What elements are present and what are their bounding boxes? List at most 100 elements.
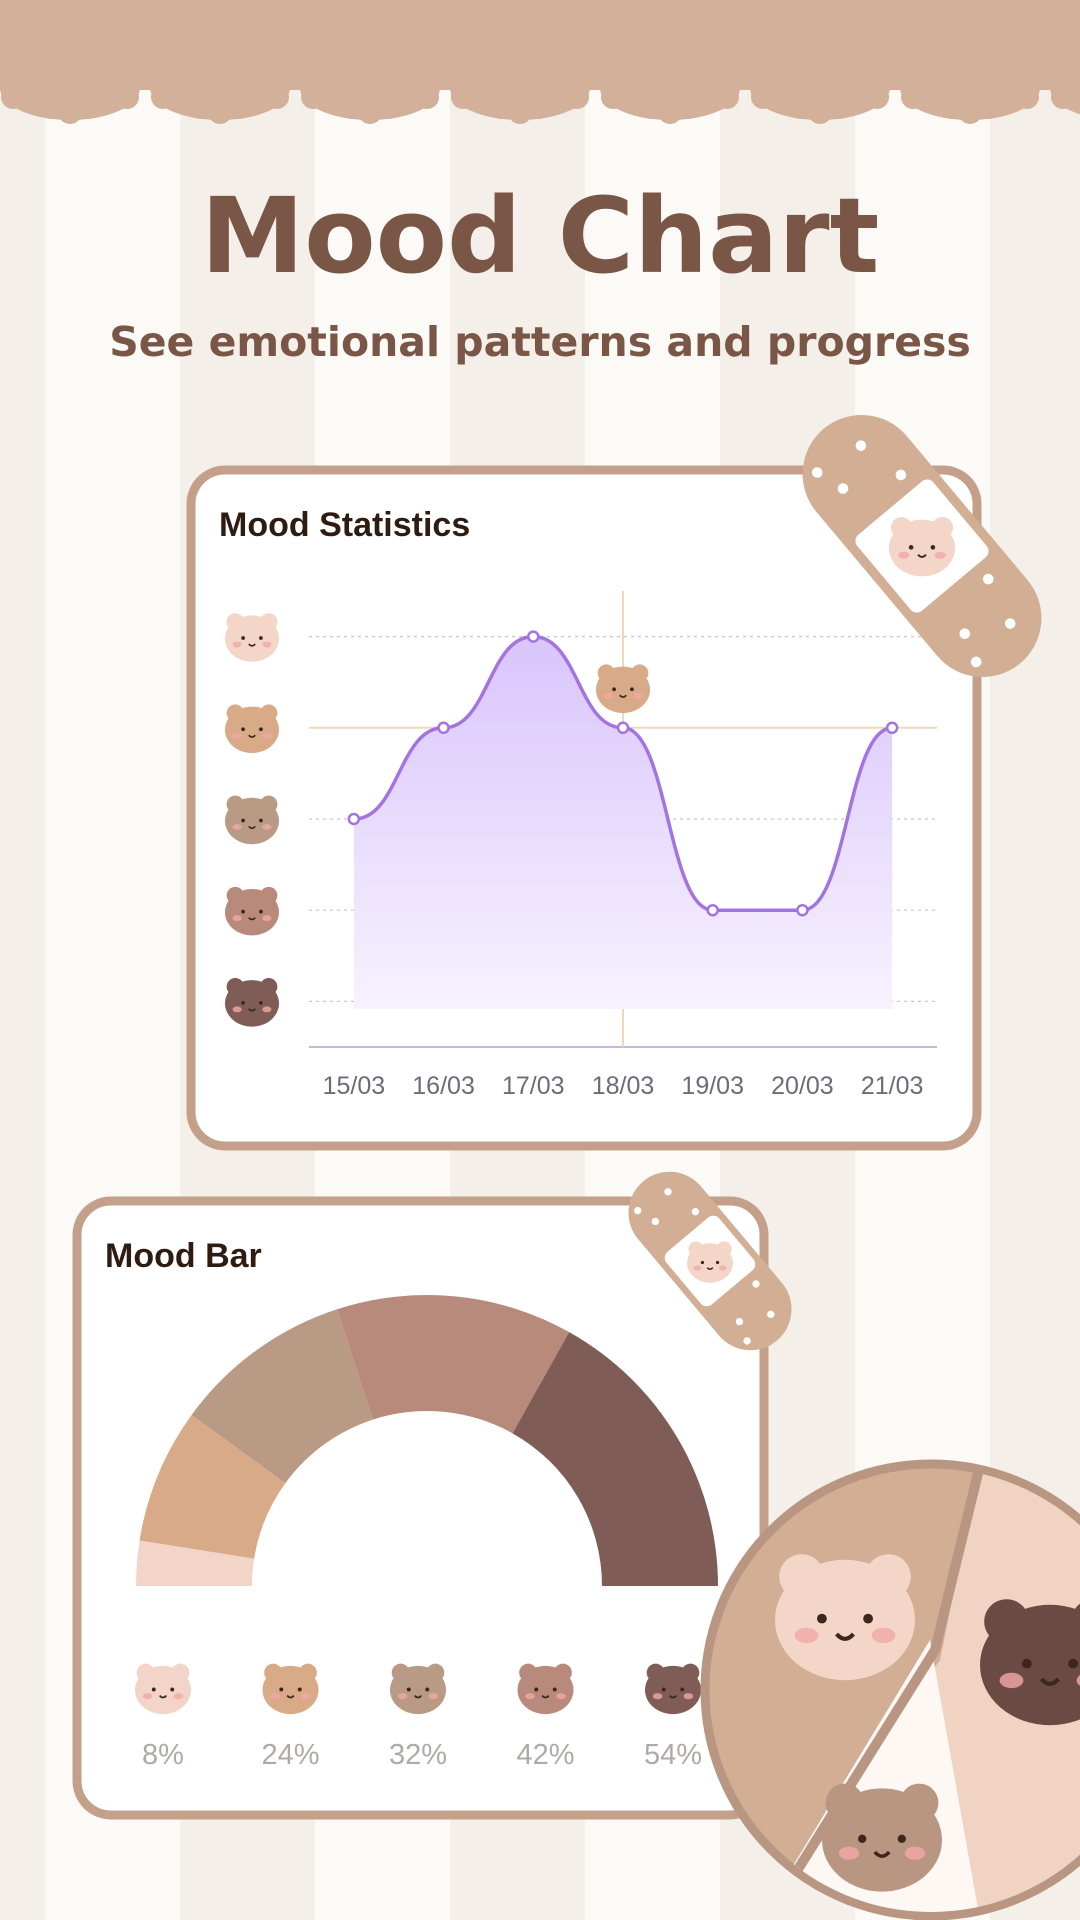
x-tick-label: 20/03 — [771, 1072, 834, 1100]
scalloped-banner — [0, 0, 1080, 124]
scallop-bump — [246, 90, 270, 114]
scallop-bump — [301, 85, 325, 109]
bandage-dot — [735, 1317, 744, 1326]
scallop-bump — [639, 95, 663, 119]
bandage-dot — [1004, 618, 1016, 629]
bear-eye — [259, 1000, 263, 1005]
bear-eye — [241, 1000, 245, 1005]
percent-label: 8% — [142, 1739, 184, 1771]
bear-icon — [687, 1241, 733, 1283]
bandage-dot — [959, 628, 971, 640]
percent-label: 54% — [644, 1739, 702, 1771]
bear-blush — [262, 732, 272, 739]
scallop-bump — [227, 95, 251, 119]
bear-mouth — [541, 1695, 550, 1699]
scallop-bump — [1070, 90, 1080, 114]
decoration-divider — [755, 1468, 985, 1912]
scallop-bump — [865, 85, 889, 109]
bandage-decoration — [802, 414, 1042, 678]
data-point — [347, 812, 361, 826]
bear-mouth — [706, 1267, 714, 1270]
bear-eye — [897, 1834, 906, 1844]
bear-eye — [863, 1613, 873, 1624]
bear-blush — [232, 732, 242, 739]
page-subtitle: See emotional patterns and progress — [109, 318, 971, 366]
bear-icon — [225, 886, 279, 936]
segment — [139, 1414, 286, 1559]
bear-head — [517, 1665, 574, 1715]
scallop-bump — [658, 100, 682, 124]
bandage-dot — [767, 1310, 775, 1319]
bear-mouth — [917, 553, 927, 558]
bear-eye — [700, 1260, 705, 1265]
bear-mouth — [835, 1632, 855, 1641]
data-point — [706, 903, 719, 917]
scallop-bump — [827, 95, 851, 119]
segment — [512, 1332, 718, 1586]
bear-blush — [693, 1265, 702, 1271]
bear-head — [645, 1665, 701, 1715]
scallop-bump — [208, 100, 232, 124]
bear-eye — [259, 636, 263, 640]
data-point — [527, 630, 540, 643]
bear-head — [225, 615, 279, 662]
percent-label: 24% — [261, 1739, 319, 1771]
scallop-bump — [151, 85, 175, 109]
scallop-bump — [751, 85, 775, 109]
bear-eye — [241, 818, 245, 823]
scallop-bump — [358, 100, 382, 124]
scallop-bump — [546, 90, 570, 114]
bear-blush — [838, 1846, 860, 1860]
x-tick-label: 17/03 — [502, 1072, 565, 1100]
bear-eye — [241, 636, 245, 640]
data-point — [616, 721, 630, 735]
bear-head — [596, 666, 650, 714]
bandage-dot — [982, 573, 994, 585]
data-point — [885, 721, 899, 735]
scallop-bump — [920, 90, 944, 114]
segment — [191, 1309, 373, 1484]
scallop-bump — [601, 85, 625, 109]
scallop-bump — [470, 90, 494, 114]
bear-blush — [718, 1265, 727, 1271]
scallop-bump — [339, 95, 363, 119]
scallop-bump — [170, 90, 194, 114]
scallop-bump — [415, 85, 439, 109]
bandage-dot — [634, 1206, 642, 1215]
bear-blush — [934, 551, 946, 559]
bear-blush — [270, 1693, 280, 1700]
bear-blush — [262, 823, 272, 830]
x-tick-label: 15/03 — [323, 1072, 386, 1100]
bear-eye — [241, 727, 245, 732]
bandage-dot — [664, 1188, 672, 1196]
bear-eye — [241, 909, 245, 914]
bear-eye — [630, 687, 634, 692]
bear-icon — [888, 516, 956, 577]
bear-eye — [297, 1687, 302, 1692]
scallop-bump — [1051, 85, 1075, 109]
segment — [337, 1295, 570, 1434]
bear-blush — [871, 1627, 896, 1644]
bear-blush — [232, 823, 242, 830]
scallop-bump — [39, 95, 63, 119]
bear-mouth — [619, 694, 627, 698]
bandage-dot — [837, 483, 849, 494]
bear-blush — [525, 1693, 535, 1700]
bear-blush — [232, 641, 242, 648]
bear-eye — [425, 1687, 430, 1692]
bear-blush — [397, 1693, 408, 1700]
bear-mouth — [248, 917, 256, 921]
segment — [136, 1540, 255, 1586]
bear-eye — [858, 1834, 867, 1844]
bear-eye — [661, 1687, 666, 1692]
bear-blush — [262, 915, 272, 922]
bear-head — [135, 1665, 191, 1715]
line-chart: 15/03 16/03 17/03 18/03 19/03 20/03 21/03 — [225, 591, 937, 1100]
bear-eye — [259, 818, 263, 823]
bear-mouth — [159, 1695, 167, 1699]
scallop-bump — [715, 85, 739, 109]
bandage-dot — [743, 1337, 751, 1345]
scallop-bump — [901, 85, 925, 109]
page-title: Mood Chart — [201, 175, 880, 297]
